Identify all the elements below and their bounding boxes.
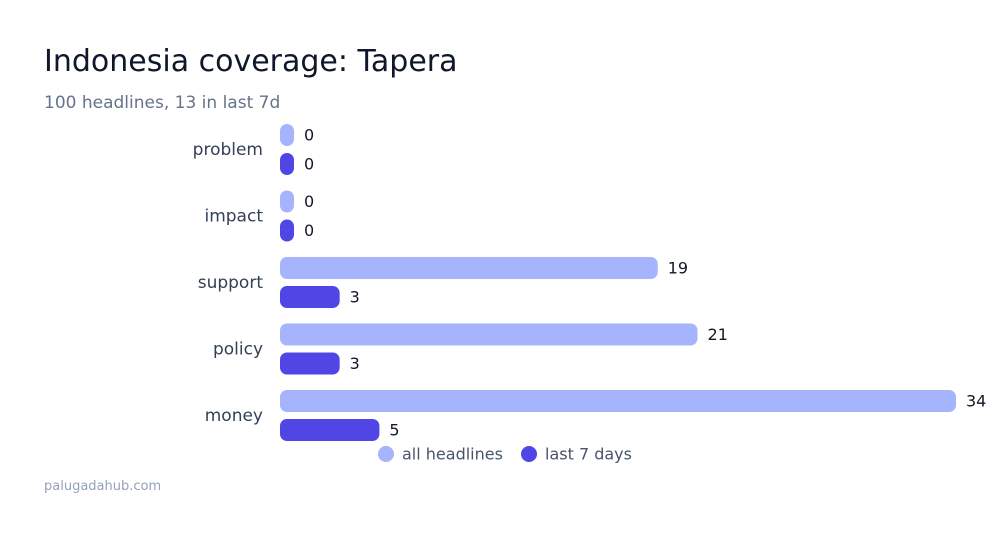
- value-label-impact-all: 0: [304, 192, 314, 211]
- value-label-policy-all: 21: [708, 325, 728, 344]
- value-label-money-all: 34: [966, 392, 986, 411]
- legend-swatch-recent: [521, 446, 537, 462]
- chart-subtitle: 100 headlines, 13 in last 7d: [44, 93, 281, 113]
- value-label-support-recent: 3: [350, 288, 360, 307]
- value-label-support-all: 19: [668, 259, 688, 278]
- bar-support-all: [280, 257, 658, 279]
- bar-support-recent: [280, 286, 340, 308]
- legend-label-all: all headlines: [402, 445, 503, 464]
- category-label-money: money: [205, 406, 263, 426]
- category-label-impact: impact: [204, 207, 263, 227]
- value-label-money-recent: 5: [389, 421, 399, 440]
- value-label-problem-recent: 0: [304, 155, 314, 174]
- category-label-policy: policy: [213, 340, 263, 360]
- source-credit: palugadahub.com: [44, 479, 162, 494]
- bar-money-all: [280, 390, 956, 412]
- value-label-impact-recent: 0: [304, 221, 314, 240]
- category-label-problem: problem: [193, 140, 263, 160]
- value-label-problem-all: 0: [304, 126, 314, 145]
- legend-label-recent: last 7 days: [545, 445, 632, 464]
- chart-title: Indonesia coverage: Tapera: [44, 44, 458, 79]
- bar-problem-recent: [280, 153, 294, 175]
- legend-swatch-all: [378, 446, 394, 462]
- bar-impact-all: [280, 190, 294, 213]
- bar-money-recent: [280, 419, 380, 441]
- bar-problem-all: [280, 124, 294, 146]
- bar-policy-all: [280, 323, 698, 346]
- value-label-policy-recent: 3: [350, 354, 360, 373]
- bar-policy-recent: [280, 352, 340, 375]
- category-label-support: support: [198, 273, 264, 293]
- bar-impact-recent: [280, 219, 294, 242]
